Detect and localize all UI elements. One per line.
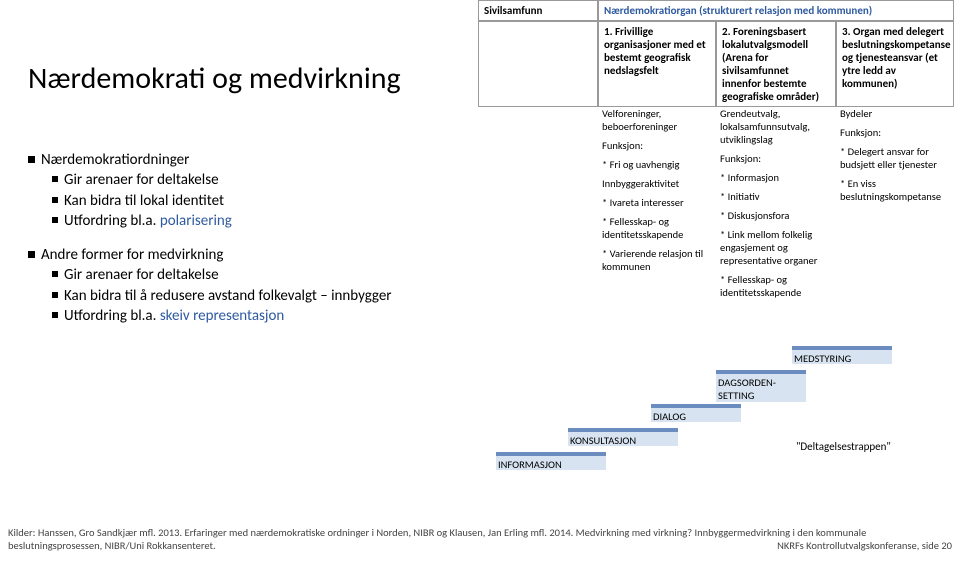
table-header-row: Sivilsamfunn Nærdemokratiorgan (struktur…: [478, 0, 954, 21]
col-text: * Delegert ansvar for budsjett eller tje…: [840, 145, 948, 171]
category-table: Sivilsamfunn Nærdemokratiorgan (struktur…: [478, 0, 954, 107]
bullet-icon: [52, 292, 58, 298]
table-header-cell: Nærdemokratiorgan (strukturert relasjon …: [598, 0, 954, 21]
bullet-text: Kan bidra til å redusere avstand folkeva…: [64, 286, 392, 306]
col-text: Funksjon:: [840, 126, 948, 139]
bullet-text: Nærdemokratiordninger: [41, 150, 189, 170]
bullet-icon: [52, 271, 58, 277]
bullet-text: Kan bidra til lokal identitet: [64, 191, 224, 211]
col-text: Velforeninger, beboerforeninger: [602, 107, 710, 133]
col-text: * Diskusjonsfora: [720, 209, 830, 222]
col-text: * Fri og uavhengig: [602, 158, 710, 171]
col-text: Funksjon:: [602, 139, 710, 152]
bullet-text: Gir arenaer for deltakelse: [64, 170, 219, 190]
col-text: Grendeutvalg, lokalsamfunnsutvalg, utvik…: [720, 107, 830, 146]
bullet-icon: [52, 197, 58, 203]
bullet-text: Andre former for medvirkning: [41, 245, 223, 265]
table-cell: 2. Foreningsbasert lokalutvalgsmodell (A…: [716, 21, 836, 107]
bullet-icon: [28, 251, 35, 258]
bullet-text: Utfordring bl.a. polarisering: [64, 211, 232, 231]
footer-page-number: NKRFs Kontrollutvalgskonferanse, side 20: [777, 539, 952, 552]
col-text: * Fellesskap- og identitetsskapende: [720, 273, 830, 299]
table-cell: 3. Organ med delegert beslutningskompeta…: [836, 21, 954, 107]
col-text: * Initiativ: [720, 190, 830, 203]
col-text: * En viss beslutningskompetanse: [840, 177, 948, 203]
col-text: * Ivareta interesser: [602, 196, 710, 209]
stair-diagram: INFORMASJON KONSULTASJON DIALOG DAGSORDE…: [496, 340, 956, 500]
step-4: DAGSORDEN-SETTING: [716, 370, 806, 402]
step-2: KONSULTASJON: [568, 428, 678, 446]
table-row: 1. Frivillige organisasjoner med et best…: [478, 21, 954, 107]
column-1: Velforeninger, beboerforeninger Funksjon…: [598, 105, 716, 305]
col-text: Funksjon:: [720, 152, 830, 165]
bullet-text: Utfordring bl.a. skeiv representasjon: [64, 306, 284, 326]
bullet-text: Gir arenaer for deltakelse: [64, 265, 219, 285]
step-5: MEDSTYRING: [792, 346, 892, 364]
col-text: * Varierende relasjon til kommunen: [602, 247, 710, 273]
bullet-list: Nærdemokratiordninger Gir arenaer for de…: [28, 150, 448, 340]
col-text: Bydeler: [840, 107, 948, 120]
col-text: Innbyggeraktivitet: [602, 177, 710, 190]
bullet-icon: [28, 156, 35, 163]
col-text: * Fellesskap- og identitetsskapende: [602, 215, 710, 241]
table-cell: 1. Frivillige organisasjoner med et best…: [598, 21, 716, 107]
column-0: [478, 105, 598, 305]
column-2: Grendeutvalg, lokalsamfunnsutvalg, utvik…: [716, 105, 836, 305]
col-text: * Informasjon: [720, 171, 830, 184]
slide-title: Nærdemokrati og medvirkning: [28, 60, 401, 97]
table-header-cell: Sivilsamfunn: [478, 0, 598, 21]
step-3: DIALOG: [651, 404, 741, 422]
detail-columns: Velforeninger, beboerforeninger Funksjon…: [478, 105, 954, 305]
table-cell: [478, 21, 598, 107]
bullet-icon: [52, 176, 58, 182]
step-1: INFORMASJON: [496, 452, 606, 470]
bullet-group-2: Andre former for medvirkning Gir arenaer…: [28, 245, 448, 326]
stair-caption: "Deltagelsestrappen": [796, 440, 891, 453]
bullet-icon: [52, 217, 58, 223]
column-3: Bydeler Funksjon: * Delegert ansvar for …: [836, 105, 954, 305]
bullet-group-1: Nærdemokratiordninger Gir arenaer for de…: [28, 150, 448, 231]
bullet-icon: [52, 312, 58, 318]
col-text: * Link mellom folkelig engasjement og re…: [720, 228, 830, 267]
